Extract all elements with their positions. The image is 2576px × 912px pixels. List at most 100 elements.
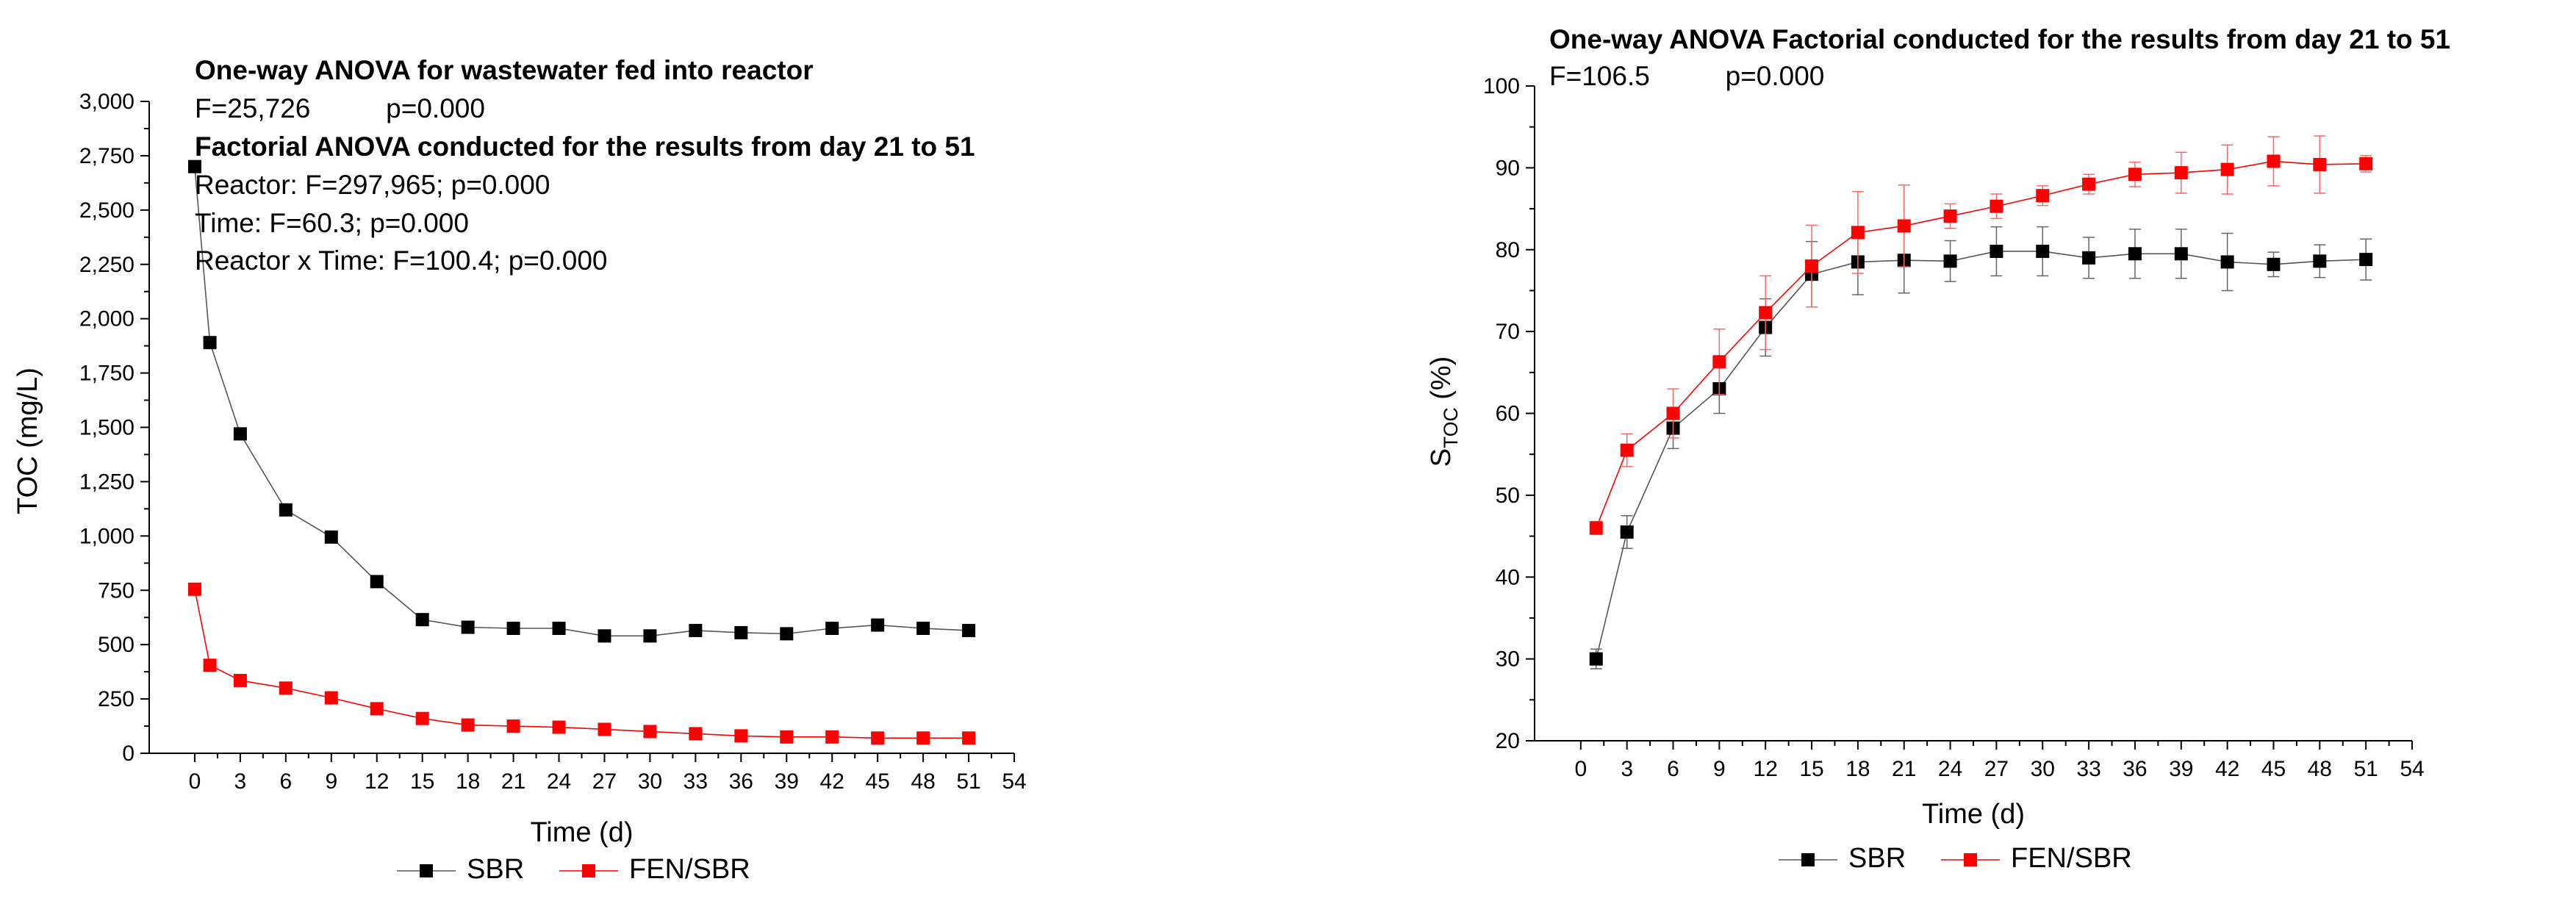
- y-axis-label: TOC (mg/L): [12, 367, 43, 514]
- x-tick-label: 27: [592, 769, 617, 794]
- data-point: [962, 731, 976, 745]
- x-tick-label: 12: [1754, 757, 1778, 781]
- y-tick-label: 60: [1496, 402, 1520, 426]
- annotation-text: One-way ANOVA for wastewater fed into re…: [195, 55, 814, 85]
- data-point: [1620, 525, 1634, 539]
- data-point: [962, 623, 976, 637]
- x-tick-label: 0: [189, 769, 201, 794]
- series-line: [1596, 251, 2367, 659]
- legend-marker: [420, 864, 433, 877]
- x-tick-label: 48: [2308, 757, 2332, 781]
- data-point: [1666, 406, 1680, 420]
- data-point: [1805, 259, 1819, 273]
- x-tick-label: 30: [2031, 757, 2055, 781]
- y-axis-label-main: S: [1426, 448, 1457, 467]
- y-tick-label: 90: [1496, 156, 1520, 180]
- x-tick-label: 3: [234, 769, 247, 794]
- y-tick-label: 1,000: [79, 524, 134, 548]
- y-tick-label: 2,500: [79, 198, 134, 223]
- x-tick-label: 51: [2353, 757, 2378, 781]
- y-tick-label: 3,000: [79, 90, 134, 114]
- data-point: [2128, 247, 2142, 261]
- y-tick-label: 750: [98, 578, 134, 603]
- data-point: [689, 727, 703, 741]
- data-point: [2174, 247, 2188, 261]
- data-point: [1897, 219, 1911, 233]
- data-point: [1620, 443, 1634, 457]
- data-point: [506, 621, 520, 635]
- data-point: [1990, 199, 2003, 213]
- data-point: [2036, 244, 2050, 258]
- x-tick-label: 36: [729, 769, 753, 794]
- legend-marker: [582, 864, 595, 877]
- y-tick-label: 1,250: [79, 470, 134, 494]
- x-tick-label: 54: [2400, 757, 2424, 781]
- x-tick-label: 0: [1574, 757, 1587, 781]
- x-tick-label: 33: [684, 769, 708, 794]
- data-point: [2174, 166, 2188, 180]
- data-point: [1759, 306, 1773, 320]
- data-point: [2128, 168, 2142, 182]
- data-point: [643, 725, 657, 739]
- data-point: [324, 691, 338, 705]
- x-tick-label: 36: [2123, 757, 2147, 781]
- x-tick-label: 21: [501, 769, 525, 794]
- x-tick-label: 27: [1984, 757, 2009, 781]
- y-tick-label: 2,750: [79, 144, 134, 168]
- data-point: [415, 613, 429, 627]
- x-tick-label: 24: [547, 769, 571, 794]
- y-tick-label: 20: [1496, 729, 1520, 753]
- x-tick-label: 30: [638, 769, 662, 794]
- y-tick-label: 2,000: [79, 307, 134, 331]
- x-tick-label: 42: [2215, 757, 2239, 781]
- annotation-text: Reactor: F=297,965; p=0.000: [195, 170, 550, 200]
- data-point: [1589, 652, 1603, 666]
- data-point: [370, 575, 384, 589]
- annotation-text: Reactor x Time: F=100.4; p=0.000: [195, 245, 608, 276]
- x-axis-label: Time (d): [1922, 799, 2025, 830]
- data-point: [415, 711, 429, 725]
- x-tick-label: 21: [1892, 757, 1916, 781]
- data-point: [552, 621, 566, 635]
- x-tick-label: 33: [2076, 757, 2100, 781]
- x-tick-label: 15: [1799, 757, 1823, 781]
- data-point: [233, 427, 247, 441]
- data-point: [734, 625, 748, 639]
- annotation-text: F=25,726 p=0.000: [195, 93, 485, 123]
- x-tick-label: 6: [279, 769, 292, 794]
- y-tick-label: 70: [1496, 320, 1520, 344]
- data-point: [1712, 355, 1726, 369]
- x-tick-label: 18: [456, 769, 480, 794]
- data-point: [324, 530, 338, 544]
- data-point: [187, 582, 201, 596]
- y-tick-label: 100: [1483, 74, 1520, 98]
- chart-1: 0 250 500 750 1,000 1,250 1,500 1,750 2,000 2,250…: [12, 55, 1027, 885]
- data-point: [2082, 177, 2096, 191]
- y-tick-label: 1,750: [79, 362, 134, 386]
- data-point: [643, 629, 657, 643]
- data-point: [1943, 209, 1957, 223]
- annotation-text: Factorial ANOVA conducted for the result…: [195, 132, 975, 162]
- y-tick-label: 40: [1496, 565, 1520, 589]
- data-point: [598, 629, 611, 643]
- legend-label: SBR: [467, 854, 524, 885]
- data-point: [2313, 254, 2327, 268]
- data-point: [689, 623, 703, 637]
- legend-marker: [1801, 853, 1815, 866]
- data-point: [370, 702, 384, 716]
- x-tick-label: 42: [820, 769, 844, 794]
- x-tick-label: 9: [1713, 757, 1726, 781]
- data-point: [203, 658, 217, 672]
- y-tick-label: 1,500: [79, 416, 134, 440]
- annotation-text: F=106.5 p=0.000: [1549, 61, 1824, 91]
- x-tick-label: 39: [2169, 757, 2193, 781]
- data-point: [825, 621, 839, 635]
- data-point: [2359, 157, 2373, 170]
- x-axis-label: Time (d): [530, 817, 633, 848]
- x-tick-label: 18: [1845, 757, 1870, 781]
- data-point: [279, 503, 293, 517]
- x-tick-label: 9: [325, 769, 337, 794]
